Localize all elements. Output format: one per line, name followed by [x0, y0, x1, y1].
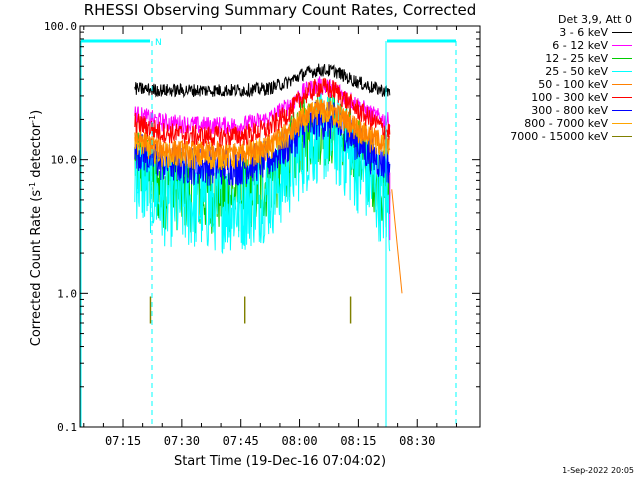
legend-swatch — [612, 97, 632, 98]
chart-legend: Det 3,9, Att 0 3 - 6 keV 6 - 12 keV 12 - 2… — [484, 13, 634, 143]
legend-item: 6 - 12 keV — [484, 39, 634, 52]
series-3-6-keV-line — [134, 63, 391, 99]
legend-item: 300 - 800 keV — [484, 104, 634, 117]
legend-label: 6 - 12 keV — [552, 39, 608, 52]
data-traces — [134, 63, 403, 324]
x-axis-label: Start Time (19-Dec-16 07:04:02) — [173, 454, 387, 469]
series-25-50-keV-line — [134, 89, 391, 255]
legend-item: 800 - 7000 keV — [484, 117, 634, 130]
legend-label: 800 - 7000 keV — [524, 117, 608, 130]
x-axis: 07:15 07:30 07:45 08:00 08:15 08:30 — [83, 26, 457, 448]
legend-item: 12 - 25 keV — [484, 52, 634, 65]
footer-timestamp: 1-Sep-2022 20:05 — [562, 466, 634, 475]
legend-item: 3 - 6 keV — [484, 26, 634, 39]
y-axis-label: Corrected Count Rate (s-1 detector-1) — [27, 109, 45, 347]
legend-swatch — [612, 45, 632, 46]
legend-label: 50 - 100 keV — [538, 78, 608, 91]
y-tick-label: 0.1 — [57, 421, 77, 434]
legend-swatch — [612, 58, 632, 59]
legend-swatch — [612, 84, 632, 85]
y-tick-label: 100.0 — [44, 20, 77, 33]
legend-label: 12 - 25 keV — [545, 52, 608, 65]
x-tick-label: 08:30 — [399, 434, 435, 448]
x-tick-label: 08:00 — [281, 434, 317, 448]
overlays: N — [80, 38, 457, 427]
legend-item: 25 - 50 keV — [484, 65, 634, 78]
chart-title: RHESSI Observing Summary Count Rates, Co… — [83, 1, 477, 19]
legend-swatch — [612, 110, 632, 111]
y-axis: 0.1 1.0 10.0 100.0 — [44, 20, 480, 434]
y-tick-label: 10.0 — [51, 154, 78, 167]
legend-label: 25 - 50 keV — [545, 65, 608, 78]
x-tick-label: 08:15 — [340, 434, 376, 448]
legend-item: 7000 - 15000 keV — [484, 130, 634, 143]
x-tick-label: 07:45 — [223, 434, 259, 448]
x-tick-label: 07:30 — [164, 434, 200, 448]
x-tick-label: 07:15 — [105, 434, 141, 448]
legend-swatch — [612, 32, 632, 33]
y-tick-label: 1.0 — [57, 287, 77, 300]
legend-label: 300 - 800 keV — [531, 104, 608, 117]
legend-label: 100 - 300 keV — [531, 91, 608, 104]
trace-drop-orange — [391, 189, 403, 294]
legend-label: 3 - 6 keV — [559, 26, 608, 39]
legend-swatch — [612, 71, 632, 72]
legend-label: 7000 - 15000 keV — [510, 130, 608, 143]
legend-swatch — [612, 136, 632, 137]
series-50-100-keV-line — [134, 99, 391, 163]
legend-item: 100 - 300 keV — [484, 91, 634, 104]
annotation-n: N — [155, 38, 162, 48]
legend-header: Det 3,9, Att 0 — [558, 13, 632, 26]
legend-swatch — [612, 123, 632, 124]
series-100-300-keV-line — [134, 77, 391, 147]
legend-item: 50 - 100 keV — [484, 78, 634, 91]
